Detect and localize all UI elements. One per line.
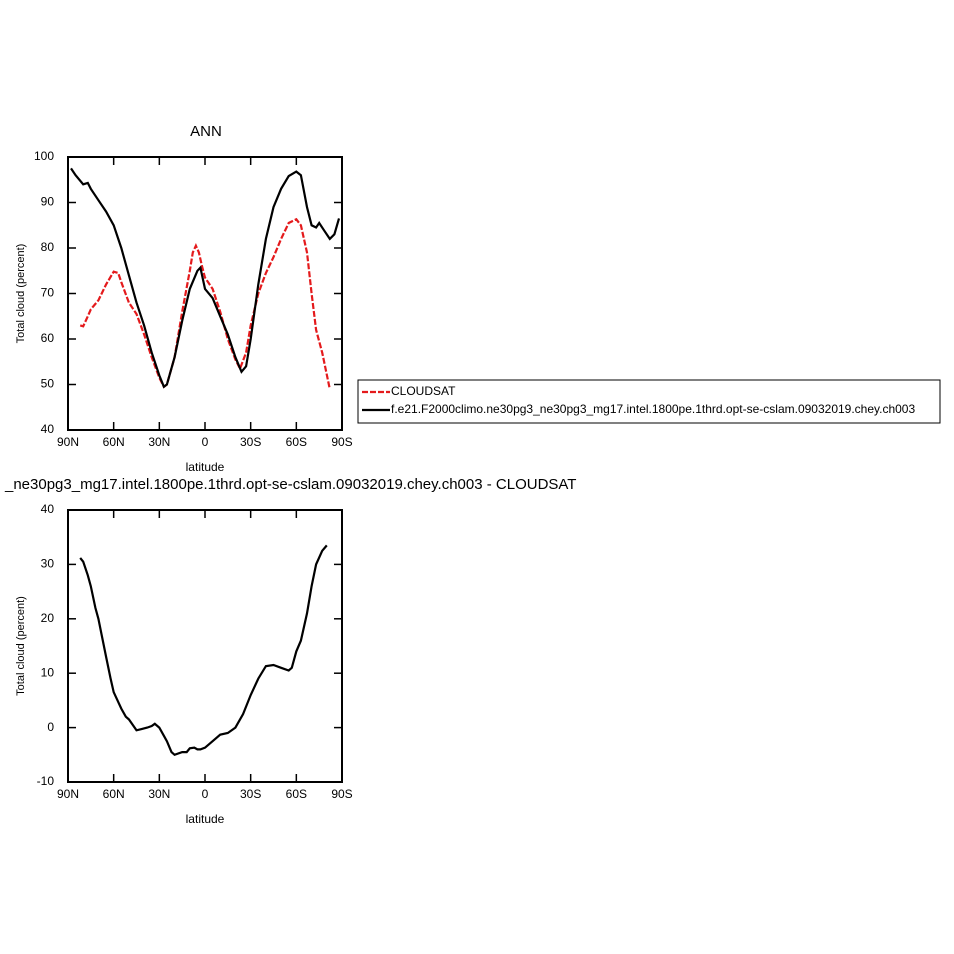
x-tick-label: 60S — [286, 787, 307, 801]
y-tick-label: 10 — [41, 665, 55, 679]
x-tick-label: 90N — [57, 435, 79, 449]
plot-frame — [67, 156, 343, 431]
x-tick-label: 90S — [331, 435, 352, 449]
y-tick-label: -10 — [37, 774, 55, 788]
x-tick-label: 30N — [148, 787, 170, 801]
legend-label: CLOUDSAT — [391, 384, 456, 398]
y-tick-label: 90 — [41, 195, 55, 209]
y-axis-label: Total cloud (percent) — [15, 596, 27, 696]
x-tick-label: 0 — [202, 787, 209, 801]
x-tick-label: 60S — [286, 435, 307, 449]
x-axis-label: latitude — [186, 460, 225, 474]
chart-title: ANN — [190, 123, 222, 140]
x-tick-label: 90N — [57, 787, 79, 801]
y-tick-label: 40 — [41, 502, 55, 516]
data-line — [79, 217, 331, 390]
y-tick-label: 60 — [41, 331, 55, 345]
data-line — [79, 544, 328, 757]
y-tick-label: 80 — [41, 240, 55, 254]
y-tick-label: 20 — [41, 611, 55, 625]
y-tick-label: 50 — [41, 377, 55, 391]
x-tick-label: 0 — [202, 435, 209, 449]
y-tick-label: 40 — [41, 422, 55, 436]
x-tick-label: 60N — [103, 787, 125, 801]
x-axis-label: latitude — [186, 812, 225, 826]
chart-title: _ne30pg3_mg17.intel.1800pe.1thrd.opt-se-… — [4, 476, 576, 493]
y-tick-label: 100 — [34, 149, 54, 163]
legend-label: f.e21.F2000climo.ne30pg3_ne30pg3_mg17.in… — [391, 402, 915, 416]
data-line — [70, 167, 341, 389]
x-tick-label: 90S — [331, 787, 352, 801]
y-tick-label: 0 — [47, 720, 54, 734]
x-tick-label: 30N — [148, 435, 170, 449]
x-tick-label: 30S — [240, 435, 261, 449]
y-tick-label: 30 — [41, 557, 55, 571]
legend-box — [357, 379, 941, 424]
y-tick-label: 70 — [41, 286, 55, 300]
x-tick-label: 30S — [240, 787, 261, 801]
x-tick-label: 60N — [103, 435, 125, 449]
y-axis-label: Total cloud (percent) — [15, 244, 27, 344]
plot-frame — [67, 509, 343, 783]
